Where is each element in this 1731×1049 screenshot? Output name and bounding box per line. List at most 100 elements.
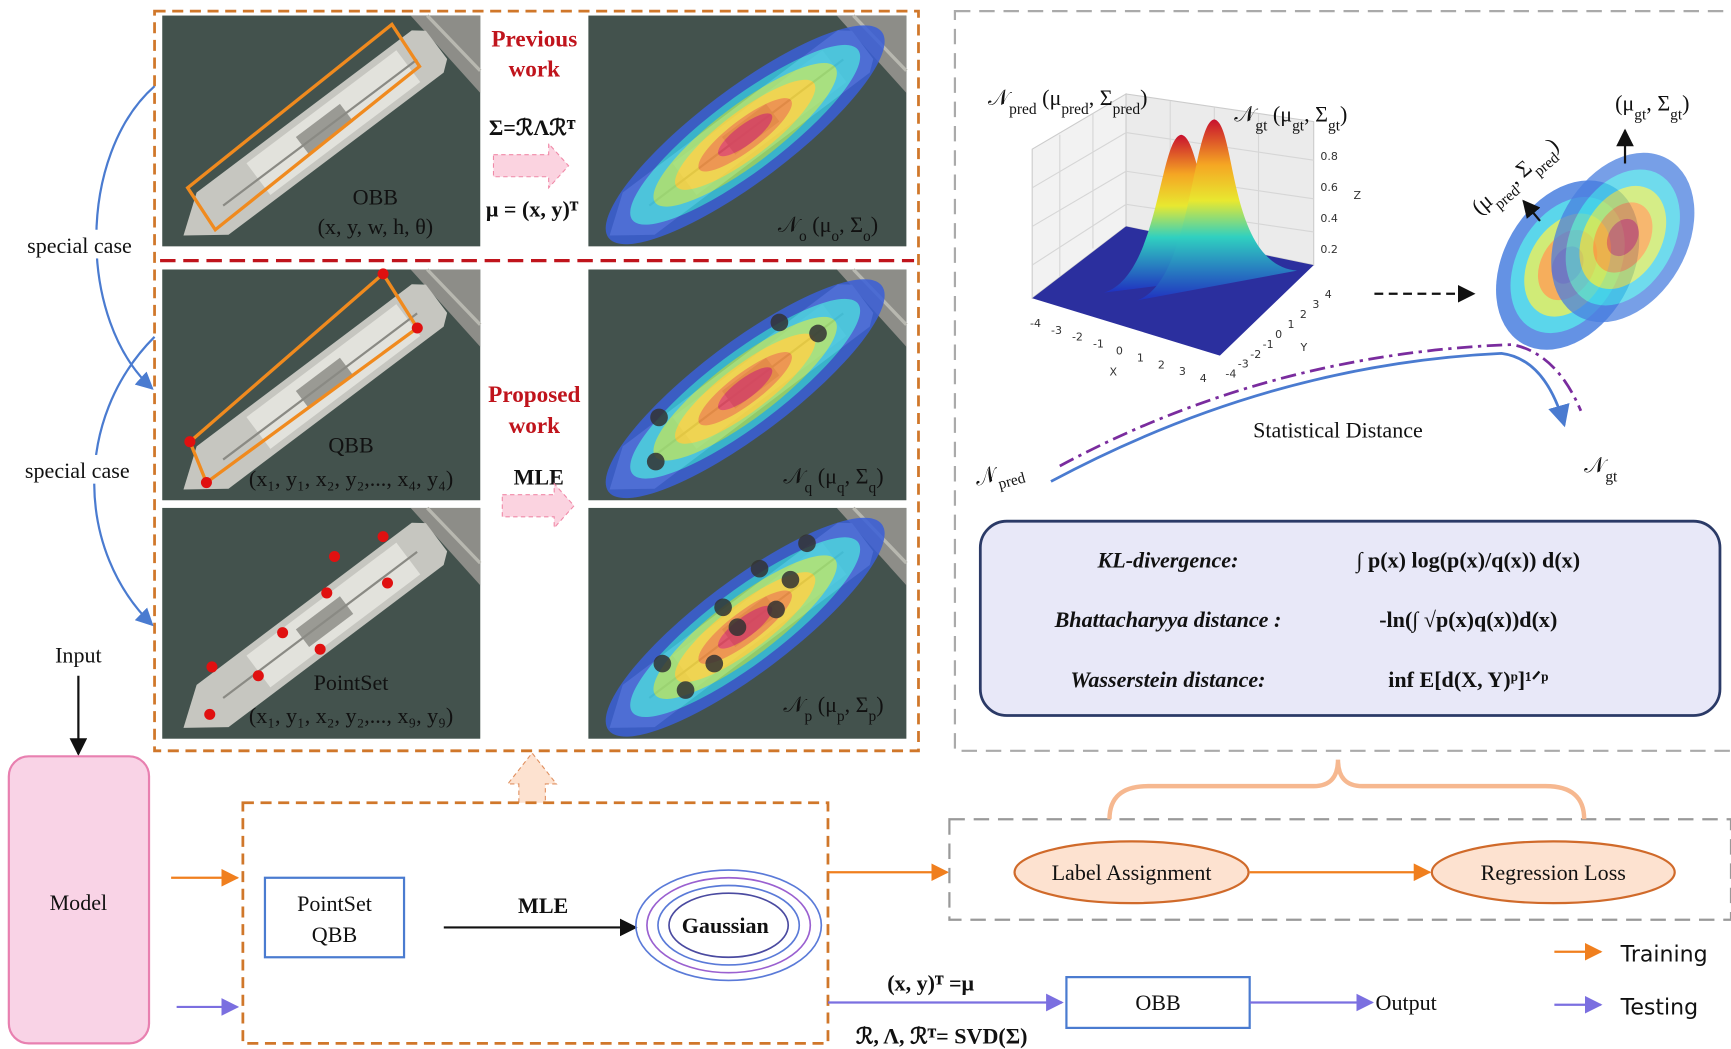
metric-name: Wasserstein distance: <box>1070 667 1265 692</box>
metric-formula: -ln(∫ √p(x)q(x))d(x) <box>1379 607 1557 633</box>
text-part: (μ <box>1466 188 1497 219</box>
statistical-distance: Statistical Distance <box>1253 417 1423 442</box>
circle-shape <box>378 268 389 279</box>
subscript: gt <box>1328 117 1341 134</box>
text-part: , Σ <box>845 464 869 489</box>
circle-shape <box>798 534 816 552</box>
x-tick-label: -2 <box>1072 331 1083 344</box>
z-tick-label: 0.8 <box>1320 150 1338 163</box>
page: Gaussian representation diagram html, bo… <box>0 0 1731 1049</box>
y-tick-label: 2 <box>1300 308 1307 321</box>
subscript: gt <box>1292 117 1305 134</box>
subscript: pred <box>996 469 1027 493</box>
n-pred: 𝒩pred <box>972 454 1028 498</box>
subscript: pred <box>1009 100 1037 117</box>
metric-name: KL-divergence: <box>1097 548 1239 573</box>
diagram: OBB (x, y, w, h, θ) 𝒩o (μo, Σo) QBB (x₁,… <box>0 0 1731 1049</box>
text-part: (μ <box>812 464 837 489</box>
x-tick-label: 4 <box>1200 372 1207 385</box>
text-part: , Σ <box>839 212 863 237</box>
circle-shape <box>650 409 668 427</box>
circle-shape <box>382 577 393 588</box>
z-axis-label: Z <box>1353 189 1361 202</box>
arrow <box>502 484 574 528</box>
y-tick-label: 3 <box>1312 298 1319 311</box>
y-tick-label: 4 <box>1325 288 1332 301</box>
arrow <box>508 753 557 803</box>
circle-shape <box>277 627 288 638</box>
circle-shape <box>771 314 789 332</box>
mu-eq: (x, y)ᵀ =μ <box>887 970 974 995</box>
y-tick-label: -4 <box>1225 368 1236 381</box>
gt-params: (μgt, Σgt) <box>1615 91 1689 123</box>
special-case: special case <box>25 458 130 483</box>
x-tick-label: 2 <box>1158 358 1165 371</box>
previous-work: Previous <box>491 26 577 52</box>
label: QBB <box>328 433 373 458</box>
text-part: ) <box>1682 91 1689 116</box>
y-tick-label: -1 <box>1263 338 1274 351</box>
input-box-text: QBB <box>312 922 357 947</box>
text-part: , Σ <box>1089 85 1113 110</box>
z-tick-label: 0.6 <box>1320 181 1338 194</box>
subscript: gt <box>1255 117 1268 134</box>
y-tick-label: -3 <box>1238 358 1249 371</box>
circle-shape <box>204 709 215 720</box>
x-tick-label: 1 <box>1137 351 1144 364</box>
metric-name: Bhattacharyya distance : <box>1054 607 1282 632</box>
z-tick-label: 0.4 <box>1320 212 1338 225</box>
x-tick-label: 0 <box>1116 344 1123 357</box>
text-part: (μ <box>1615 91 1634 116</box>
gaussian: Gaussian <box>682 913 769 938</box>
text-part: ) <box>1340 102 1347 127</box>
x-tick-label: -1 <box>1093 338 1104 351</box>
x-tick-label: -3 <box>1051 324 1062 337</box>
x-axis-label: X <box>1109 365 1117 378</box>
y-tick-label: -2 <box>1250 348 1261 361</box>
circle-shape <box>654 655 672 673</box>
params: (x, y, w, h, θ) <box>318 214 434 239</box>
circle-shape <box>184 436 195 447</box>
circle-shape <box>767 601 785 619</box>
circle-shape <box>201 477 212 488</box>
circle-shape <box>705 655 723 673</box>
label-assignment: Label Assignment <box>1052 860 1212 885</box>
legend-testing: Testing <box>1620 996 1699 1021</box>
circle-shape <box>412 322 423 333</box>
subscript: pred <box>1061 100 1089 117</box>
n-gt: 𝒩gt <box>1584 453 1618 486</box>
mle: MLE <box>518 893 568 918</box>
subscript: gt <box>1634 106 1647 123</box>
legend-training: Training <box>1620 943 1708 968</box>
output: Output <box>1376 990 1437 1015</box>
proposed-work: work <box>509 413 561 439</box>
text-part: (μ <box>1037 85 1062 110</box>
text-part: (μ <box>807 212 832 237</box>
y-tick-label: 1 <box>1287 318 1294 331</box>
text-part: ) <box>1140 85 1147 110</box>
circle-shape <box>677 681 695 699</box>
proposed-work: Proposed <box>488 382 580 408</box>
input-box-text: PointSet <box>297 891 372 916</box>
text-part: ) <box>876 464 883 489</box>
svd-eq: ℛ, Λ, ℛᵀ= SVD(Σ) <box>856 1023 1028 1048</box>
subscript: gt <box>1605 468 1618 485</box>
regression-loss: Regression Loss <box>1481 860 1626 885</box>
text-part: ) <box>876 692 883 717</box>
previous-work: work <box>509 56 561 82</box>
params: (x₁, y₁, x₂, y₂,..., x₄, y₄) <box>249 466 453 491</box>
y-axis-label: Y <box>1299 341 1307 354</box>
arrow <box>493 144 568 188</box>
x-tick-label: -4 <box>1030 317 1041 330</box>
text-part: , Σ <box>1502 155 1536 189</box>
obb: OBB <box>1135 990 1180 1015</box>
special-case: special case <box>27 233 132 258</box>
circle-shape <box>378 531 389 542</box>
plot-3d <box>1032 94 1314 356</box>
circle-shape <box>329 551 340 562</box>
circle-shape <box>321 587 332 598</box>
z-tick-label: 0.2 <box>1320 243 1338 256</box>
circle-shape <box>647 453 665 471</box>
y-tick-label: 0 <box>1275 328 1282 341</box>
sigma-formula: Σ=ℛΛℛᵀ <box>489 115 576 140</box>
